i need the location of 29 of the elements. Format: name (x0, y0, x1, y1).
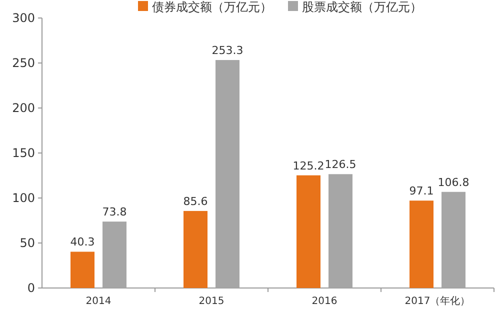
bar (102, 222, 126, 288)
data-label: 253.3 (212, 44, 244, 58)
bar (410, 200, 434, 288)
x-tick-label: 2016 (312, 296, 338, 307)
bar (328, 174, 352, 288)
data-label: 126.5 (324, 158, 356, 172)
y-tick-label: 150 (12, 146, 35, 160)
y-tick-label: 250 (12, 56, 35, 70)
bar (70, 252, 94, 288)
y-tick-label: 200 (12, 101, 35, 115)
y-tick-label: 100 (12, 191, 35, 205)
data-label: 106.8 (438, 176, 470, 189)
data-label: 125.2 (292, 159, 324, 172)
legend-label: 债券成交额（万亿元） (152, 0, 272, 14)
bar (442, 192, 466, 288)
x-tick-label: 2017（年化） (404, 295, 470, 307)
y-tick-label: 300 (12, 11, 35, 25)
x-tick-label: 2015 (198, 296, 224, 307)
bar (296, 175, 320, 288)
x-tick-label: 2014 (86, 296, 112, 307)
legend-label: 股票成交额（万亿元） (302, 0, 422, 14)
data-label: 40.3 (70, 236, 95, 249)
bar (216, 60, 240, 288)
y-tick-label: 0 (27, 281, 35, 295)
bar (184, 210, 208, 288)
data-label: 97.1 (409, 184, 434, 198)
data-label: 73.8 (102, 206, 127, 219)
data-label: 85.6 (183, 194, 208, 208)
y-tick-label: 50 (20, 236, 35, 250)
